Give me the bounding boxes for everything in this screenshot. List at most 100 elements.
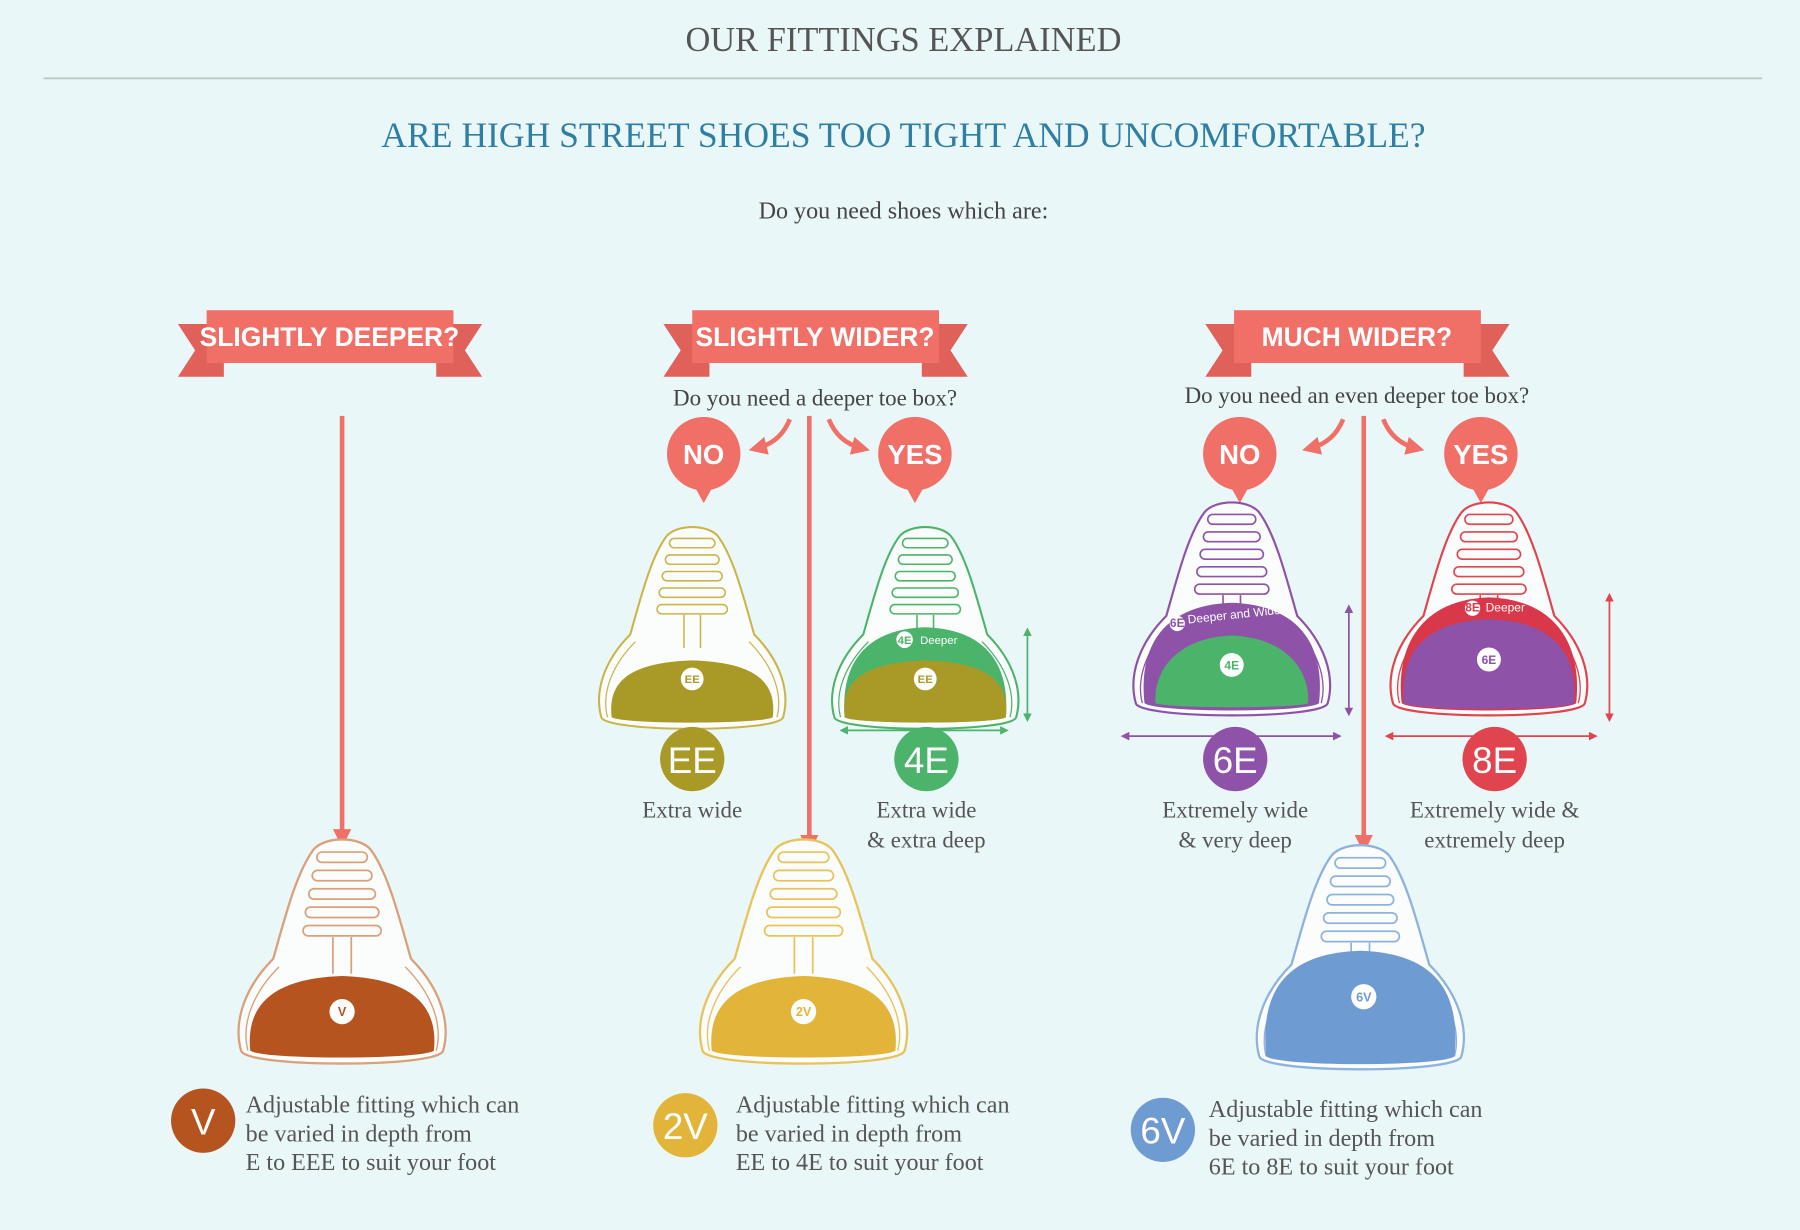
badge-text: 2V [663,1106,708,1147]
banner-part [692,310,940,364]
tag-text: Deeper [1486,600,1525,614]
banner-text: SLIGHTLY WIDER? [696,322,935,352]
shoe-part [1351,984,1377,1010]
flow-arrow-part [826,418,870,455]
headline: ARE HIGH STREET SHOES TOO TIGHT AND UNCO… [381,115,1425,155]
question: Do you need an even deeper toe box? [1185,383,1530,408]
answer-bubble-part [1203,416,1277,491]
description: E to EEE to suit your foot [246,1150,497,1176]
flow-arrow-part [748,418,792,455]
shoe-label: V [338,1005,347,1019]
answer-bubble-part [878,416,952,491]
shoe-part [1476,647,1501,672]
banner-text: SLIGHTLY DEEPER? [200,322,460,352]
shoe-label: 6V [1356,990,1372,1004]
fitting-badge: 6E [1203,726,1268,792]
caption: extremely deep [1424,827,1565,852]
badge-text: EE [668,740,717,781]
description: Adjustable fitting which can [1209,1097,1483,1123]
shoe-label: 4E [1224,658,1239,672]
intro: Do you need shoes which are: [759,198,1049,224]
badge-text: 8E [1472,740,1517,781]
flow-arrow-part [1302,418,1346,455]
shoe-part [844,660,1007,723]
answer-bubble-part [666,416,741,491]
description: Adjustable fitting which can [736,1093,1010,1119]
fitting-badge: 8E [1462,726,1527,792]
banner: SLIGHTLY WIDER? [663,310,968,377]
caption: Extremely wide [1162,798,1308,823]
flow-arrow-part [1381,418,1425,455]
shoe-part [680,667,704,691]
fitting-badge-part [1130,1097,1196,1163]
shoe: 6V [1255,844,1466,1071]
answer-text: YES [1453,439,1508,470]
description: 6E to 8E to suit your foot [1209,1155,1454,1181]
caption: & extra deep [867,827,985,852]
description: Adjustable fitting which can [246,1093,520,1119]
fitting-badge-part [894,726,959,792]
tag-code: 6E [1170,616,1185,630]
caption: Extra wide [642,798,742,823]
answer-text: YES [887,439,942,470]
shoe-label: EE [918,674,934,686]
shoe: 6E Deeper and Wider 4E [1132,501,1332,717]
shoe-part [913,667,937,691]
shoe: 4E Deeper EE [831,526,1020,730]
tag-text: Deeper [920,635,957,647]
shoe-label: 2V [796,1005,812,1019]
description: EE to 4E to suit your foot [736,1150,984,1176]
shoe-part [790,998,817,1025]
description: be varied in depth from [736,1121,962,1147]
fitting-badge: EE [660,726,725,792]
badge-text: 6V [1140,1111,1185,1152]
fitting-badge-part [660,726,725,792]
description: be varied in depth from [1209,1126,1435,1152]
fitting-badge-part [1203,726,1268,792]
answer-text: NO [683,439,724,470]
question: Do you need a deeper toe box? [673,385,957,410]
banner-part [1234,310,1481,364]
fitting-badge: 4E [894,726,959,792]
shoe: V [237,838,447,1065]
fitting-badge-part [1462,726,1527,792]
shoe-part [896,631,913,648]
shoe-label: 6E [1482,653,1497,667]
flow-arrow [332,415,1425,854]
answer-text: NO [1219,439,1260,470]
tag-code: 8E [1465,600,1480,614]
shoe: 2V [698,838,909,1065]
answer-bubble: YES [1444,416,1518,504]
shoe-part [1464,600,1481,616]
fitting-badge: 2V [653,1093,718,1158]
fitting-badge: 6V [1130,1097,1196,1163]
badge-text: 4E [904,740,949,781]
badge-text: 6E [1213,740,1258,781]
banner: SLIGHTLY DEEPER? [177,310,483,377]
shoe-part [1219,652,1244,677]
answer-bubble: YES [878,416,952,504]
fitting-badge: V [171,1088,236,1153]
shoe-label: EE [685,674,701,686]
badge-text: V [191,1101,216,1142]
fitting-badge-part [171,1088,236,1153]
shoe-part [611,660,774,723]
description: be varied in depth from [246,1121,472,1147]
banner: MUCH WIDER? [1205,310,1510,377]
answer-bubble-part [1444,416,1518,491]
caption: & very deep [1179,827,1292,852]
caption: Extra wide [876,798,976,823]
caption: Extremely wide & [1410,798,1580,823]
page-title: OUR FITTINGS EXPLAINED [685,21,1121,59]
answer-bubble: NO [666,416,741,504]
shoe-part [1169,615,1185,632]
banner-text: MUCH WIDER? [1262,322,1453,352]
tag-code: 4E [898,635,912,647]
fitting-badge-part [653,1093,718,1158]
banner-part [206,310,454,364]
shoe-part [329,998,355,1025]
shoe: 8E Deeper 6E [1389,501,1589,717]
shoe: EE [598,526,787,730]
answer-bubble: NO [1203,416,1277,504]
